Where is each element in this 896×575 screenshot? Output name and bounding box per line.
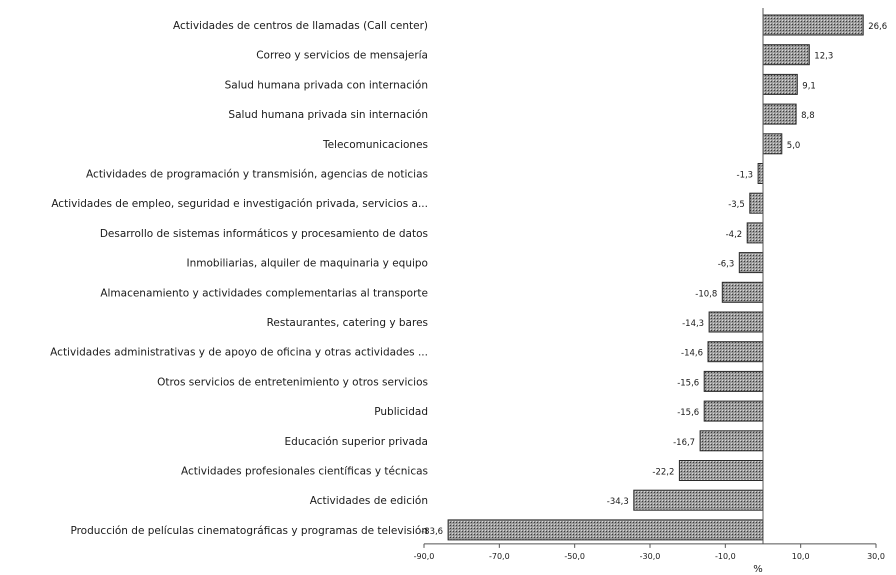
category-label: Actividades de centros de llamadas (Call… — [173, 20, 428, 32]
x-tick-label: 10,0 — [792, 552, 810, 561]
category-label: Actividades de empleo, seguridad e inves… — [51, 198, 428, 210]
value-labels: 26,6 12,3 9,1 8,8 5,0 -1,3 -3,5 -4,2 -6,3 -10,8 -1… — [421, 22, 887, 537]
value-label: -4,2 — [726, 230, 743, 240]
bar — [699, 430, 764, 452]
x-axis-label: % — [753, 564, 763, 575]
category-label: Actividades de programación y transmisió… — [86, 169, 428, 181]
category-label: Restaurantes, catering y bares — [267, 317, 428, 329]
value-label: -1,3 — [737, 171, 754, 181]
x-axis-ticks: -90,0 -70,0 -50,0 -30,0 -10,0 10,0 30,0 — [414, 543, 885, 561]
bar — [757, 163, 764, 184]
category-label: Inmobiliarias, alquiler de maquinaria y … — [187, 258, 429, 270]
bar — [762, 133, 783, 155]
category-label: Producción de películas cinematográficas… — [70, 525, 428, 537]
category-label: Desarrollo de sistemas informáticos y pr… — [100, 228, 428, 240]
value-label: -6,3 — [718, 260, 735, 270]
category-label: Correo y servicios de mensajería — [256, 50, 428, 62]
value-label: -14,6 — [681, 349, 703, 359]
value-label: -10,8 — [695, 289, 717, 299]
bar — [762, 103, 797, 125]
value-label: -16,7 — [673, 438, 695, 448]
category-label: Actividades administrativas y de apoyo d… — [50, 347, 428, 359]
bar — [762, 14, 864, 36]
x-tick-label: -30,0 — [640, 552, 661, 561]
value-label: 8,8 — [801, 111, 815, 121]
bar — [721, 281, 764, 303]
value-label: -22,2 — [652, 468, 674, 478]
bar — [762, 44, 810, 66]
bar — [707, 341, 764, 363]
bar — [633, 489, 764, 511]
x-tick-label: 30,0 — [867, 552, 885, 561]
bar — [447, 519, 764, 541]
bar — [678, 460, 764, 481]
category-label: Almacenamiento y actividades complementa… — [100, 287, 428, 299]
category-label: Educación superior privada — [285, 436, 428, 448]
category-label: Otros servicios de entretenimiento y otr… — [157, 376, 428, 388]
bar — [703, 370, 764, 392]
category-label: Actividades de edición — [310, 495, 428, 507]
category-labels: Actividades de centros de llamadas (Call… — [50, 20, 428, 537]
value-label: -3,5 — [728, 200, 745, 210]
value-label: -83,6 — [421, 527, 443, 537]
value-label: 26,6 — [868, 22, 887, 32]
value-label: -34,3 — [607, 497, 629, 507]
bar — [738, 252, 764, 274]
bar — [708, 311, 764, 333]
x-tick-label: -70,0 — [489, 552, 510, 561]
category-label: Telecomunicaciones — [322, 139, 428, 151]
bar — [746, 222, 764, 244]
category-label: Salud humana privada sin internación — [228, 109, 428, 121]
bar — [703, 400, 764, 422]
bar — [762, 73, 798, 95]
category-label: Salud humana privada con internación — [225, 79, 428, 91]
x-tick-label: -90,0 — [414, 552, 435, 561]
category-label: Publicidad — [374, 406, 428, 418]
value-label: 5,0 — [787, 141, 801, 151]
value-label: 9,1 — [802, 81, 816, 91]
bars-group — [447, 14, 864, 541]
value-label: -14,3 — [682, 319, 704, 329]
x-tick-label: -50,0 — [564, 552, 585, 561]
value-label: -15,6 — [677, 408, 699, 418]
bar — [749, 192, 764, 214]
x-tick-label: -10,0 — [715, 552, 736, 561]
value-label: 12,3 — [814, 52, 833, 62]
value-label: -15,6 — [677, 378, 699, 388]
category-label: Actividades profesionales científicas y … — [181, 466, 428, 478]
